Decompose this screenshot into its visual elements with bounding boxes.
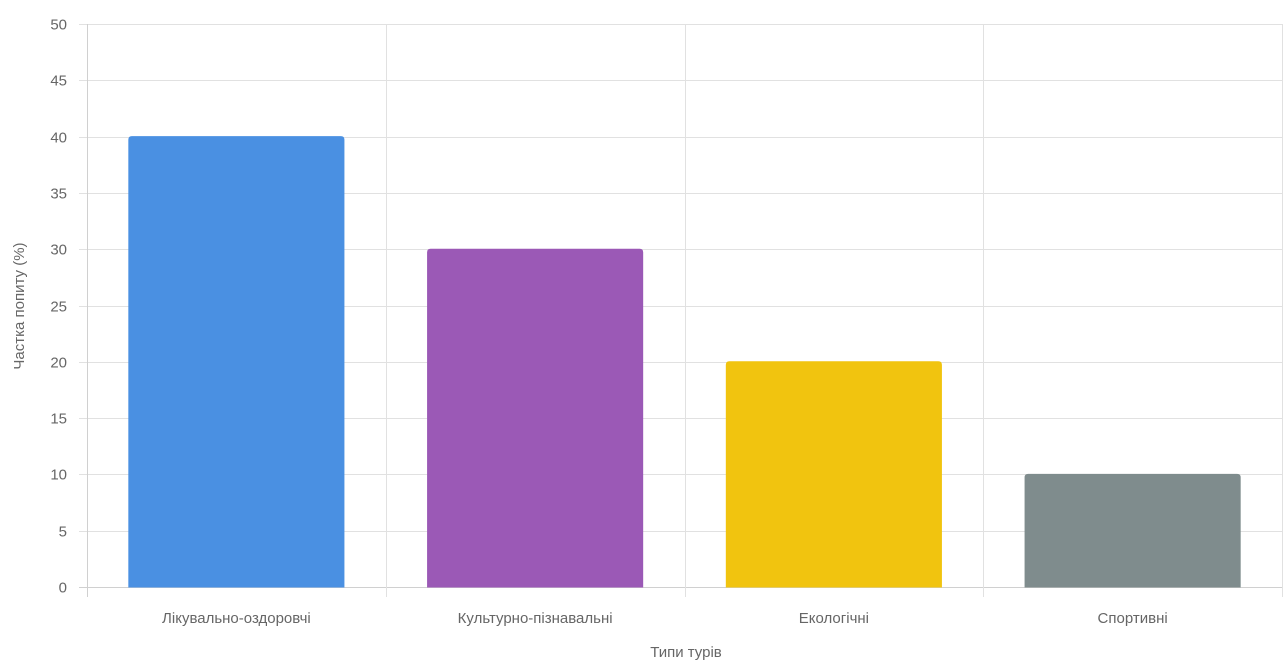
y-tick-label: 35 xyxy=(50,186,67,203)
y-tick-label: 30 xyxy=(50,242,67,259)
x-tick-label: Екологічні xyxy=(799,610,869,627)
x-tick-label: Спортивні xyxy=(1098,610,1168,627)
y-axis-title: Частка попиту (%) xyxy=(11,242,28,369)
bar[interactable] xyxy=(1024,473,1241,588)
bar[interactable] xyxy=(427,248,644,588)
y-tick-label: 40 xyxy=(50,130,67,147)
y-tick-label: 20 xyxy=(50,355,67,372)
x-tick-label: Культурно-пізнавальні xyxy=(458,610,613,627)
x-axis-title: Типи турів xyxy=(650,644,722,661)
bar[interactable] xyxy=(725,361,942,588)
x-axis-ticks: Лікувально-оздоровчі Культурно-пізнавальн… xyxy=(162,610,1168,627)
bar[interactable] xyxy=(128,136,345,588)
y-tick-label: 10 xyxy=(50,467,67,484)
y-tick-label: 5 xyxy=(59,524,67,541)
y-tick-label: 15 xyxy=(50,411,67,428)
y-tick-label: 0 xyxy=(59,580,67,597)
y-axis-ticks: 0 5 10 15 20 25 30 35 40 45 50 xyxy=(50,17,67,597)
bars-layer xyxy=(128,136,1241,588)
x-tick-label: Лікувально-оздоровчі xyxy=(162,610,311,627)
y-tick-label: 45 xyxy=(50,73,67,90)
y-tick-label: 50 xyxy=(50,17,67,34)
y-tick-label: 25 xyxy=(50,299,67,316)
